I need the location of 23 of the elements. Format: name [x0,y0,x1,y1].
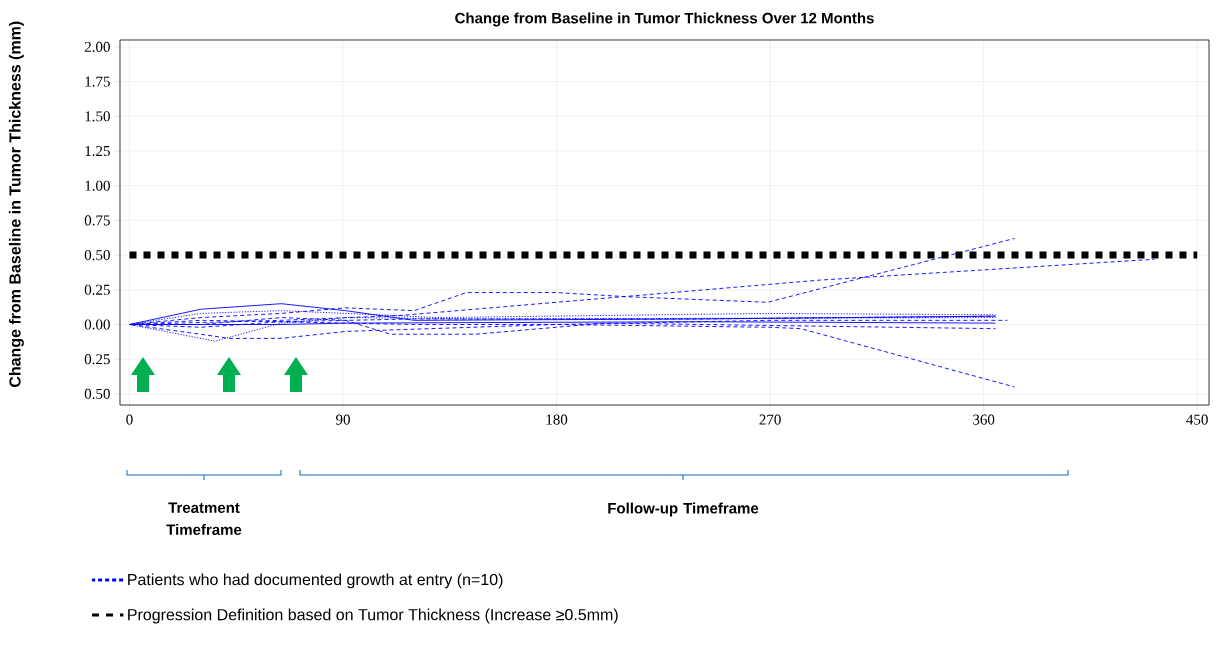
chart-title: Change from Baseline in Tumor Thickness Over 12 Months [455,12,874,27]
y-tick-label: 1.00 [85,180,110,191]
x-tick-label: 270 [759,414,781,425]
legend-label: Patients who had documented growth at entry (n=10) [128,573,503,589]
x-tick-label: 450 [1186,414,1208,425]
y-tick-label: 0.00 [84,319,110,330]
x-tick-label: 180 [546,414,568,425]
y-tick-label: 1.50 [85,111,110,122]
y-tick-label: 0.50 [84,250,110,261]
y-tick-label: 1.75 [85,76,110,87]
y-tick-label: 0.25 [84,284,110,295]
y-tick-label: 0.50 [84,388,110,399]
legend-label: Progression Definition based on Tumor Thickness (Increase ≥0.5mm) [128,608,618,624]
y-tick-label: 0.75 [84,215,110,226]
x-tick-label: 0 [126,414,133,425]
x-tick-label: 360 [973,414,995,425]
y-tick-label: 1.25 [85,145,110,157]
text: Follow-up Timeframe [608,502,759,517]
y-axis-title: Change from Baseline in Tumor Thickness (mm) [8,21,24,388]
y-tick-label: 2.00 [84,41,110,53]
text: Treatment Timeframe [166,502,242,535]
x-tick-label: 90 [336,414,350,425]
y-tick-label: 0.25 [84,354,110,365]
